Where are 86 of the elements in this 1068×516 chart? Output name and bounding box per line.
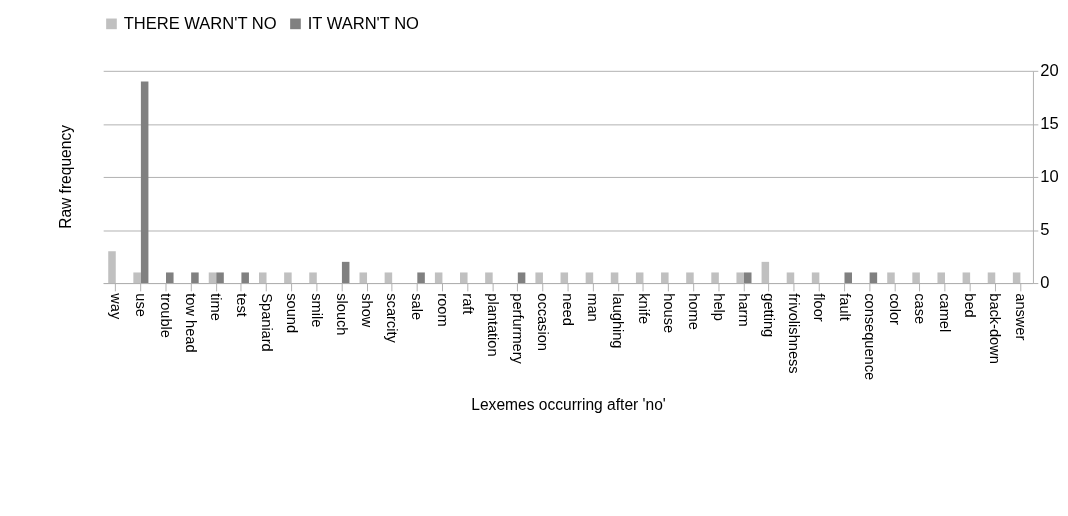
x-tick-label: camel [937,293,954,333]
bar [912,272,920,284]
x-tick-label: scarcity [384,293,401,344]
x-tick-label: show [359,293,376,328]
bar [417,272,425,284]
x-tick-label: perfurmery [509,293,526,365]
x-tick-label: consequence [861,293,878,381]
bar [517,272,526,284]
bar [844,272,853,284]
x-tick-label: plantation [484,293,501,357]
x-tick-label: laughing [610,293,627,349]
bar [108,251,116,284]
bar [241,272,249,284]
x-tick-label: need [560,293,577,326]
bar [341,261,350,284]
bar [216,272,224,284]
y-tick-label: 5 [1040,220,1050,240]
x-tick-label: smile [308,293,325,328]
x-tick-label: answer [1012,293,1029,341]
bar [460,272,468,284]
bar [309,272,317,284]
bar [560,272,569,284]
bar [711,272,719,284]
bar [736,272,744,284]
bar [937,272,945,284]
bar [434,272,443,284]
bar [987,272,996,284]
bar [661,272,669,284]
x-tick-label: way [107,292,124,320]
x-tick-label: room [434,293,451,327]
x-axis-title: Lexemes occurring after 'no' [471,396,666,414]
legend-label: THERE WARN'T NO [123,13,277,33]
x-tick-label: color [886,293,903,326]
y-tick-label: 10 [1040,167,1059,187]
x-tick-label: house [660,293,677,334]
bar [1012,272,1021,284]
bar [686,272,694,284]
y-tick-label: 20 [1040,61,1059,81]
bar [140,81,149,284]
bar [811,272,820,284]
x-tick-label: sale [409,293,426,321]
x-tick-label: man [585,293,602,322]
x-tick-label: floor [811,293,828,322]
bar [887,272,895,284]
bar [869,272,878,284]
x-tick-label: case [912,293,929,325]
x-tick-label: help [710,293,727,321]
x-tick-label: bed [962,293,979,318]
bar [284,272,292,284]
x-tick-label: back-down [987,293,1004,364]
y-tick-label: 0 [1040,273,1050,293]
x-tick-label: use [133,293,150,317]
bar [485,272,493,284]
bar [258,272,267,284]
bar [384,272,393,284]
y-tick-label: 15 [1040,114,1059,134]
bar [743,272,752,284]
bar [133,272,141,284]
bar [535,272,543,284]
bar [191,272,199,284]
bar [585,272,594,284]
y-axis-title: Raw frequency [57,124,75,229]
x-tick-label: getting [761,293,778,338]
x-tick-label: raft [459,293,476,315]
x-tick-label: trouble [158,293,175,338]
x-tick-label: time [208,293,225,321]
bar [166,272,174,284]
x-tick-label: fault [836,293,853,321]
x-tick-label: tow head [183,293,200,353]
x-tick-label: slouch [334,293,351,336]
x-tick-label: knife [635,293,652,325]
bar [208,272,217,284]
x-tick-label: test [233,293,250,317]
bar [761,261,770,284]
bar [610,272,619,284]
bar [359,272,368,284]
x-tick-label: occasion [535,293,552,351]
legend-label: IT WARN'T NO [307,13,420,33]
bar [635,272,644,284]
x-tick-label: home [685,293,702,330]
bar [786,272,795,284]
x-tick-label: harm [736,293,753,327]
x-tick-label: frivolishness [786,293,803,374]
x-tick-label: Spaniard [258,293,275,352]
x-tick-label: sound [283,293,300,334]
bar [962,272,971,284]
